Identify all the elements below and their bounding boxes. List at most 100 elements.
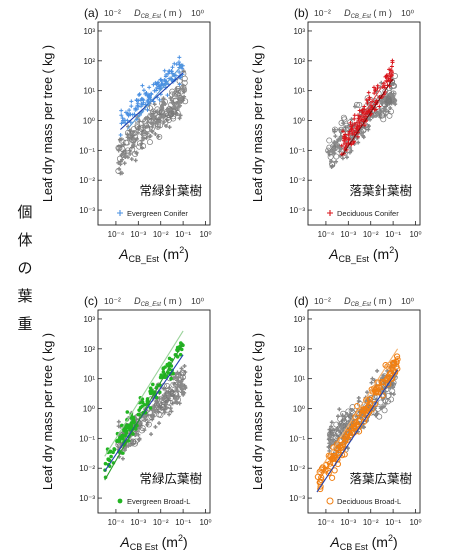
group-label: 落葉針葉樹	[349, 183, 412, 198]
gray-point	[140, 135, 145, 140]
legend-label: Evergreen Broad-L	[127, 497, 190, 506]
y-tick-label: 10⁻³	[79, 206, 95, 215]
gray-point	[142, 428, 147, 433]
gray-point	[143, 115, 148, 120]
gray-point	[381, 373, 386, 378]
series-point	[343, 144, 348, 149]
x-tick-label: 10⁻¹	[175, 518, 191, 527]
panel-label: (d)	[294, 294, 309, 308]
gray-point	[388, 396, 395, 403]
series-point	[140, 83, 145, 88]
gray-point	[338, 136, 343, 141]
x-tick-label: 10⁻²	[153, 518, 169, 527]
gray-point	[356, 140, 361, 145]
x-tick-label: 10⁻⁴	[108, 230, 125, 239]
gray-point	[120, 152, 125, 157]
gray-point	[391, 91, 396, 96]
y-tick-label: 10⁰	[83, 405, 95, 414]
y-tick-label: 10³	[83, 315, 95, 324]
side-char: の	[17, 259, 33, 277]
series-point	[125, 423, 130, 428]
gray-point	[167, 125, 172, 130]
series-point	[177, 69, 182, 74]
fit-line	[104, 330, 184, 457]
gray-point	[153, 424, 158, 429]
series-point	[389, 64, 394, 69]
gray-point	[327, 448, 332, 453]
gray-point	[165, 117, 172, 123]
group-label: 常緑広葉樹	[139, 471, 202, 486]
x-tick-label: 10⁻¹	[175, 230, 191, 239]
gray-point	[173, 374, 178, 379]
series-point	[394, 365, 401, 372]
series-point	[329, 474, 336, 481]
gray-point	[337, 127, 342, 132]
top-tick-label: 10⁻²	[314, 8, 331, 18]
legend-marker	[117, 210, 123, 216]
series-point	[385, 381, 392, 388]
y-axis-label: Leaf dry mass per tree ( kg )	[41, 45, 55, 202]
gray-point	[384, 398, 391, 405]
series-point	[176, 60, 181, 65]
series-point	[151, 82, 156, 87]
gray-point	[136, 140, 143, 147]
x-tick-label: 10⁰	[409, 230, 421, 239]
series-point	[145, 107, 150, 112]
gray-point	[369, 380, 374, 385]
chart-panel-4: 10⁻³ 10⁻² 10⁻¹ 10⁰ 10¹ 10² 10³ 10⁻⁴ 10⁻³ 10⁻² 10⁻¹…	[251, 294, 422, 552]
series-point	[123, 120, 128, 125]
legend-marker	[326, 497, 334, 505]
gray-point	[374, 113, 379, 118]
x-tick-label: 10⁻²	[363, 230, 379, 239]
series-point	[177, 55, 182, 60]
series-point	[172, 61, 177, 66]
gray-point	[385, 100, 391, 107]
y-tick-label: 10⁻¹	[79, 434, 95, 443]
x-tick-label: 10⁰	[199, 518, 211, 527]
series-point	[354, 402, 361, 410]
gray-point	[131, 142, 136, 147]
series-point	[359, 410, 366, 417]
series-point	[352, 139, 357, 144]
series-point	[167, 69, 172, 74]
top-tick-label: 10⁻²	[104, 8, 121, 18]
panel-label: (b)	[294, 6, 309, 20]
gray-point	[120, 456, 125, 461]
gray-point	[386, 89, 393, 96]
gray-point	[344, 155, 349, 160]
x-tick-label: 10⁻⁴	[318, 518, 335, 527]
series-point	[136, 93, 141, 98]
gray-point	[175, 89, 182, 96]
series-point	[130, 112, 135, 117]
gray-point	[177, 116, 182, 121]
gray-point	[370, 114, 375, 119]
gray-point	[134, 124, 141, 131]
gray-point	[127, 136, 132, 141]
series-point	[140, 404, 145, 408]
gray-point	[365, 390, 370, 395]
series-point	[178, 75, 183, 80]
panel-label: (a)	[84, 6, 99, 20]
gray-point	[169, 409, 174, 414]
gray-point	[337, 407, 342, 412]
series-point	[171, 371, 175, 376]
gray-point	[326, 150, 331, 155]
y-tick-label: 10⁰	[293, 117, 305, 126]
gray-point	[181, 86, 188, 93]
top-axis-title: DCB_Est ( m )	[134, 8, 182, 20]
legend-label: Evergreen Conifer	[127, 209, 188, 218]
legend-label: Deciduous Conifer	[337, 209, 399, 218]
fit-line	[104, 342, 184, 481]
series-point	[137, 92, 142, 97]
fit-line	[316, 369, 399, 493]
side-char: 個	[17, 203, 33, 221]
gray-point	[118, 162, 123, 167]
gray-point	[161, 102, 166, 107]
gray-point	[350, 408, 355, 413]
x-tick-label: 10⁻⁴	[318, 230, 335, 239]
series-point	[372, 85, 377, 90]
gray-point	[336, 145, 341, 150]
gray-point	[333, 134, 338, 139]
gray-point	[177, 99, 182, 104]
gray-point	[170, 113, 177, 120]
